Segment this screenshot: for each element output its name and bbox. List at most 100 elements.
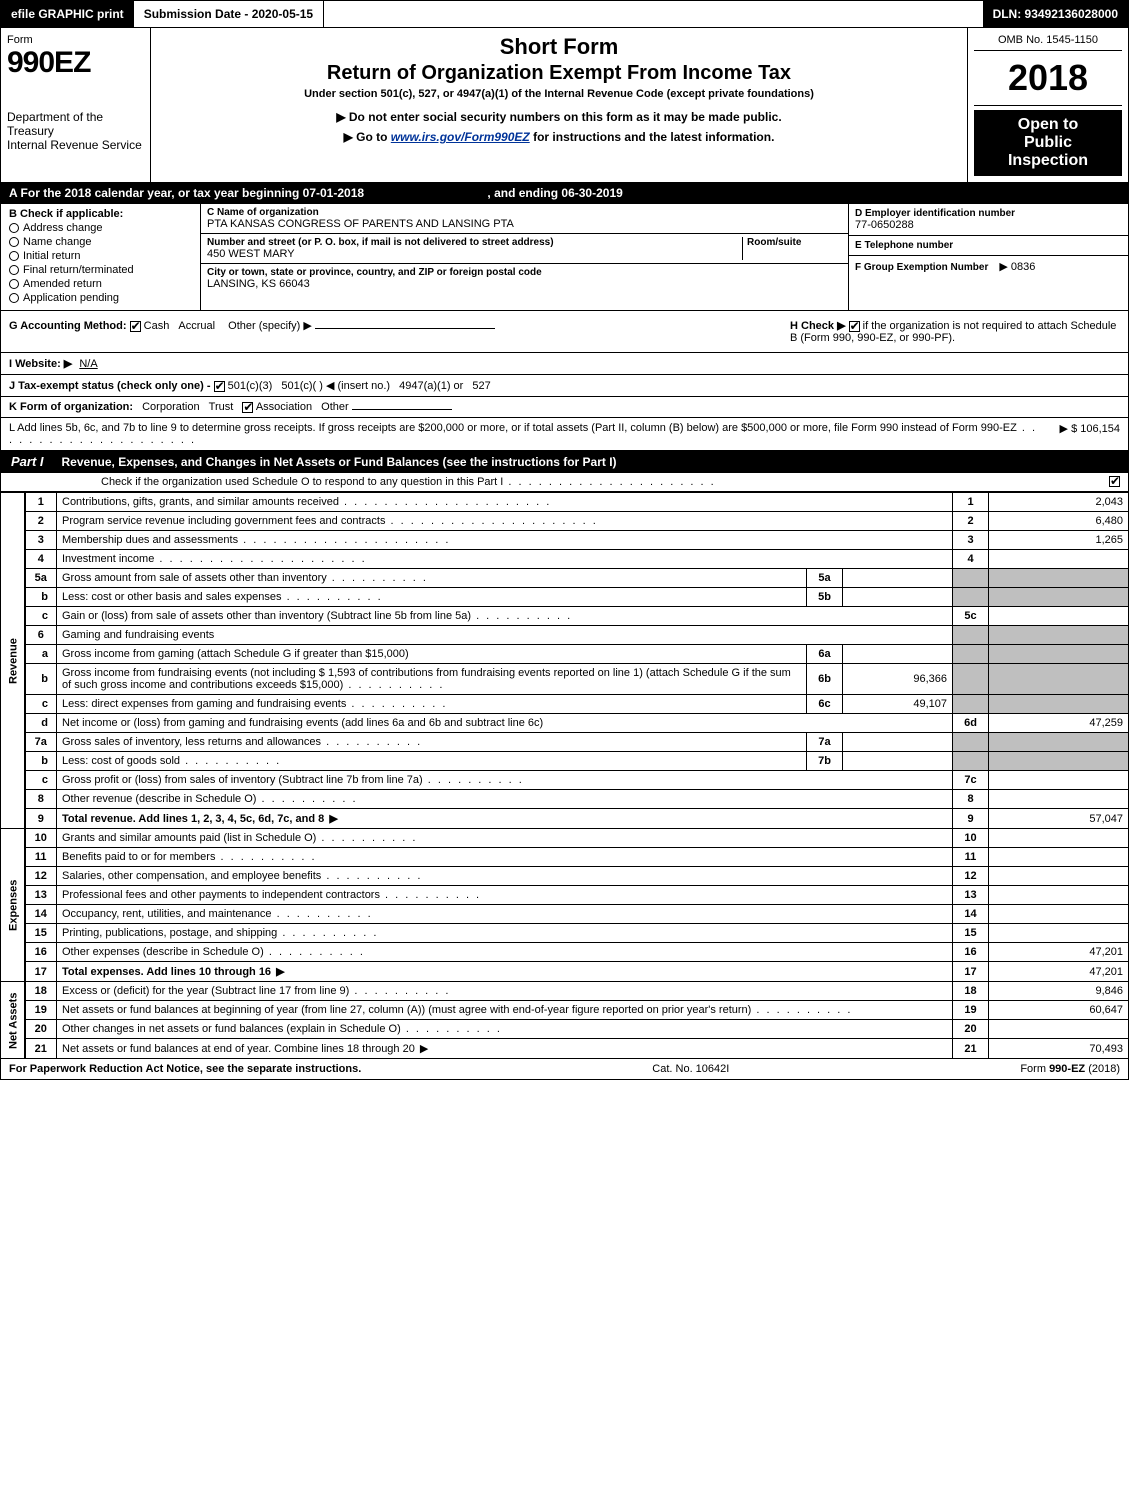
tel-row: E Telephone number (849, 236, 1128, 256)
sched-o-row: Check if the organization used Schedule … (0, 473, 1129, 492)
chk-pending[interactable]: Application pending (9, 292, 192, 304)
form-word: Form (7, 34, 144, 46)
goto-post: for instructions and the latest informat… (530, 130, 775, 144)
line-rval (989, 607, 1129, 626)
sub-no: 6b (807, 664, 843, 695)
submission-date: Submission Date - 2020-05-15 (134, 1, 324, 27)
g-label: G Accounting Method: (9, 320, 127, 332)
line-no: a (25, 645, 57, 664)
line-desc: Contributions, gifts, grants, and simila… (57, 493, 953, 512)
do-not-enter: ▶ Do not enter social security numbers o… (161, 110, 957, 124)
sched-o-text: Check if the organization used Schedule … (101, 476, 716, 488)
footer-left: For Paperwork Reduction Act Notice, see … (9, 1063, 361, 1075)
open-line2: Public (974, 134, 1122, 152)
chk-sched-o[interactable] (1109, 476, 1120, 487)
sub-no: 5a (807, 569, 843, 588)
dln-label: DLN: 93492136028000 (983, 1, 1128, 27)
gray-cell (953, 695, 989, 714)
line-no: 2 (25, 512, 57, 531)
sub-val: 96,366 (843, 664, 953, 695)
part1-header: Part I Revenue, Expenses, and Changes in… (0, 451, 1129, 473)
line-rno: 21 (953, 1039, 989, 1059)
return-title: Return of Organization Exempt From Incom… (161, 62, 957, 85)
line-no: b (25, 752, 57, 771)
cash-label: Cash (144, 320, 170, 332)
irs-label: Internal Revenue Service (7, 138, 144, 152)
ein-val: 77-0650288 (855, 219, 1122, 231)
other-org-blank[interactable] (352, 409, 452, 410)
chk-initial[interactable]: Initial return (9, 250, 192, 262)
line-desc: Other expenses (describe in Schedule O) (57, 943, 953, 962)
goto-link[interactable]: www.irs.gov/Form990EZ (391, 130, 530, 144)
line-no: 5a (25, 569, 57, 588)
line-no: 1 (25, 493, 57, 512)
city-val: LANSING, KS 66043 (207, 278, 842, 290)
section-label-rev: Revenue (1, 493, 25, 829)
line-rno: 1 (953, 493, 989, 512)
tax-year: 2018 (974, 51, 1122, 106)
section-label-exp: Expenses (1, 829, 25, 982)
sub-no: 7b (807, 752, 843, 771)
line-desc: Less: cost of goods sold (57, 752, 807, 771)
under-section: Under section 501(c), 527, or 4947(a)(1)… (161, 88, 957, 100)
line-rval: 47,259 (989, 714, 1129, 733)
other-blank[interactable] (315, 328, 495, 329)
line-no: 16 (25, 943, 57, 962)
line-no: 17 (25, 962, 57, 982)
line-no: b (25, 588, 57, 607)
sub-no: 6a (807, 645, 843, 664)
website-label: I Website: ▶ (9, 358, 72, 370)
line-no: 3 (25, 531, 57, 550)
line-no: d (25, 714, 57, 733)
line-desc: Program service revenue including govern… (57, 512, 953, 531)
line-no: 6 (25, 626, 57, 645)
chk-address[interactable]: Address change (9, 222, 192, 234)
goto-pre: ▶ Go to (344, 130, 391, 144)
line-desc: Salaries, other compensation, and employ… (57, 867, 953, 886)
info-block: B Check if applicable: Address change Na… (0, 204, 1129, 311)
line-desc: Excess or (deficit) for the year (Subtra… (57, 982, 953, 1001)
line-desc: Gross sales of inventory, less returns a… (57, 733, 807, 752)
efile-label[interactable]: efile GRAPHIC print (1, 1, 134, 27)
chk-h[interactable] (849, 321, 860, 332)
accounting-row: G Accounting Method: Cash Accrual Other … (0, 311, 1129, 353)
other-label: Other (specify) ▶ (228, 320, 312, 332)
line-rval (989, 867, 1129, 886)
line-no: 11 (25, 848, 57, 867)
l-line-row: L Add lines 5b, 6c, and 7b to line 9 to … (0, 418, 1129, 451)
omb-number: OMB No. 1545-1150 (974, 34, 1122, 51)
chk-final[interactable]: Final return/terminated (9, 264, 192, 276)
line-desc: Net assets or fund balances at beginning… (57, 1001, 953, 1020)
line-desc: Professional fees and other payments to … (57, 886, 953, 905)
chk-501c3[interactable] (214, 381, 225, 392)
tax-period-row: A For the 2018 calendar year, or tax yea… (0, 183, 1129, 204)
line-rno: 17 (953, 962, 989, 982)
line-no: 19 (25, 1001, 57, 1020)
line-desc: Membership dues and assessments (57, 531, 953, 550)
line-no: 18 (25, 982, 57, 1001)
line-no: c (25, 695, 57, 714)
line-desc: Benefits paid to or for members (57, 848, 953, 867)
chk-assoc[interactable] (242, 402, 253, 413)
section-b: B Check if applicable: Address change Na… (1, 204, 201, 310)
website-val: N/A (79, 358, 97, 370)
open-line1: Open to (974, 116, 1122, 134)
line-desc: Gross profit or (loss) from sales of inv… (57, 771, 953, 790)
line-desc: Occupancy, rent, utilities, and maintena… (57, 905, 953, 924)
line-no: 14 (25, 905, 57, 924)
line-no: 9 (25, 809, 57, 829)
c-label: C Name of organization (207, 207, 842, 218)
gray-cell (953, 626, 989, 645)
line-desc: Investment income (57, 550, 953, 569)
line-desc: Gain or (loss) from sale of assets other… (57, 607, 953, 626)
e-label: E Telephone number (855, 240, 1122, 251)
chk-name[interactable]: Name change (9, 236, 192, 248)
chk-amended[interactable]: Amended return (9, 278, 192, 290)
chk-cash[interactable] (130, 321, 141, 332)
line-no: 15 (25, 924, 57, 943)
line-desc: Less: direct expenses from gaming and fu… (57, 695, 807, 714)
line-desc: Gross amount from sale of assets other t… (57, 569, 807, 588)
sub-val: 49,107 (843, 695, 953, 714)
line-rval: 70,493 (989, 1039, 1129, 1059)
line-no: 10 (25, 829, 57, 848)
